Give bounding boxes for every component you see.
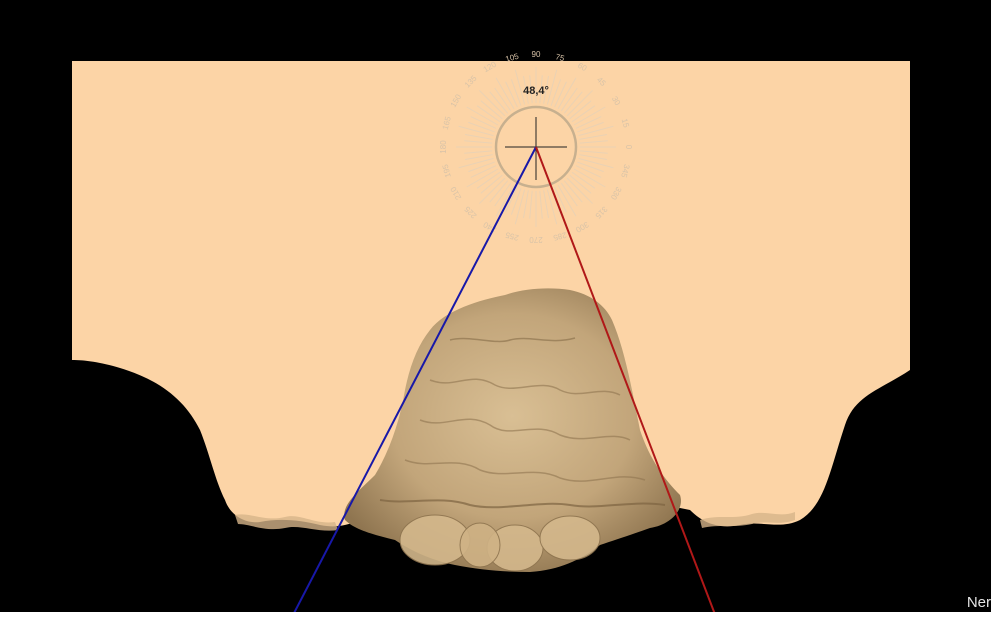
protractor-tick-label: 345 (619, 163, 631, 179)
protractor-tick (539, 190, 543, 219)
protractor-tick-label: 0 (624, 145, 633, 150)
protractor-tick (546, 189, 558, 225)
protractor-tick (543, 190, 549, 218)
protractor-tick-label: 195 (441, 163, 453, 179)
protractor-tick-label: 255 (504, 230, 520, 242)
protractor-tick (465, 134, 493, 140)
protractor-tick (573, 106, 606, 126)
protractor-tick (575, 116, 602, 129)
protractor-ticks (456, 67, 616, 227)
protractor-tick (514, 189, 526, 225)
protractor-tick (578, 125, 614, 137)
protractor-tick (514, 69, 526, 105)
protractor-tick (489, 91, 509, 114)
protractor-tick (494, 87, 512, 112)
measurement-line-red[interactable] (535, 146, 717, 617)
protractor-tick (470, 165, 497, 178)
protractor-tick (465, 154, 493, 160)
protractor-tick (557, 77, 577, 110)
protractor-tick (479, 177, 506, 204)
protractor-tick (566, 177, 593, 204)
protractor-tick (579, 154, 607, 160)
protractor-tick-label: 165 (441, 115, 453, 131)
protractor-tick (571, 105, 596, 123)
protractor-tick (554, 81, 567, 108)
protractor-tick (563, 91, 583, 114)
protractor-tick (579, 150, 608, 154)
protractor-tick (464, 150, 493, 154)
protractor-tick (523, 190, 529, 218)
protractor-tick (476, 105, 501, 123)
protractor-tick (476, 171, 501, 189)
protractor-tick (489, 180, 509, 203)
protractor-tick (495, 77, 515, 110)
protractor-tick (529, 190, 533, 219)
protractor-tick (470, 116, 497, 129)
protractor-tick (577, 161, 604, 173)
protractor-tick (510, 188, 522, 215)
protractor-tick (494, 182, 512, 207)
angle-readout: 48,4° (523, 85, 549, 97)
protractor-tick (560, 87, 578, 112)
protractor-tick (579, 140, 608, 144)
protractor-tick (569, 100, 592, 120)
protractor-tick (468, 121, 495, 133)
protractor-tick-label: 105 (504, 52, 520, 64)
protractor-tick (505, 81, 518, 108)
protractor-tick (557, 184, 577, 217)
plane-edge-detail-right (700, 512, 795, 528)
measurement-line-blue[interactable] (291, 146, 537, 617)
protractor-tick (546, 69, 558, 105)
protractor-tick (578, 157, 614, 169)
protractor-tick (458, 157, 494, 169)
protractor-tick-label: 180 (439, 140, 448, 154)
reference-plane (72, 61, 910, 527)
protractor-tick-label: 285 (552, 230, 568, 242)
protractor-tick (566, 90, 593, 117)
protractor-tick (466, 106, 499, 126)
corner-label: Ner (966, 594, 991, 611)
protractor-tick (458, 125, 494, 137)
protractor-tick (571, 171, 596, 189)
protractor-tick (573, 168, 606, 188)
protractor-tick-label: 15 (620, 118, 631, 129)
bottom-border-strip (0, 612, 991, 617)
protractor-tick (464, 140, 493, 144)
protractor-tick (479, 90, 506, 117)
protractor-tick (543, 76, 549, 104)
protractor-tick-label: 90 (532, 50, 541, 59)
protractor-tick (550, 79, 562, 106)
protractor-tick (505, 186, 518, 213)
plane-edge-detail-left (235, 514, 338, 531)
protractor-tick (466, 168, 499, 188)
protractor-tick (495, 184, 515, 217)
protractor-tick (468, 161, 495, 173)
protractor-tick (563, 180, 583, 203)
protractor-tick (569, 174, 592, 194)
protractor-tick (554, 186, 567, 213)
protractor-tick (523, 76, 529, 104)
protractor-tick (480, 174, 503, 194)
protractor-tick-label: 75 (554, 52, 565, 63)
protractor-tick (529, 75, 533, 104)
protractor-tick (539, 75, 543, 104)
protractor-tick (480, 100, 503, 120)
protractor-tick (579, 134, 607, 140)
protractor-tick (560, 182, 578, 207)
protractor-tick (575, 165, 602, 178)
protractor-tick-label: 270 (529, 235, 543, 244)
protractor-tick (577, 121, 604, 133)
protractor-inner-ring (494, 105, 578, 189)
maxilla-model[interactable] (344, 288, 681, 572)
protractor-tick (510, 79, 522, 106)
